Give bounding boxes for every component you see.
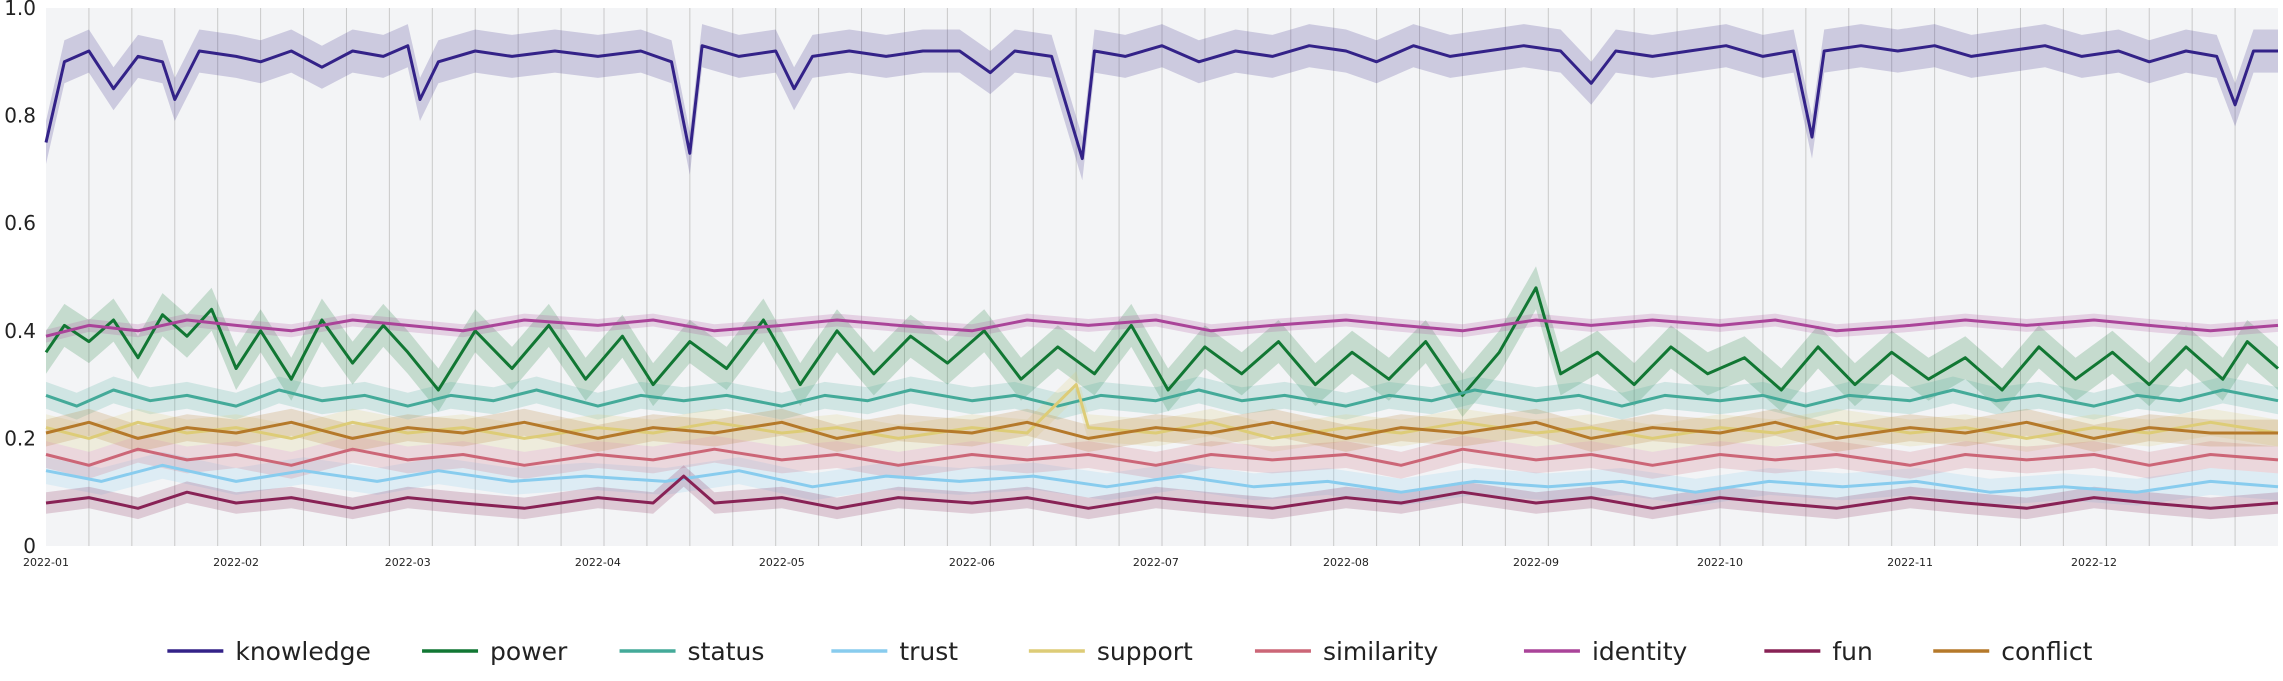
x-tick-label: 2022-04 <box>575 556 621 569</box>
legend-label: identity <box>1592 637 1688 666</box>
x-tick-label: 2022-10 <box>1697 556 1743 569</box>
legend-item-knowledge: knowledge <box>167 637 371 666</box>
legend-item-power: power <box>422 637 568 666</box>
legend-item-status: status <box>619 637 765 666</box>
x-tick-label: 2022-01 <box>23 556 69 569</box>
x-tick-label: 2022-08 <box>1323 556 1369 569</box>
legend-item-similarity: similarity <box>1254 637 1439 666</box>
band-identity <box>46 313 2278 343</box>
series-line-knowledge <box>44 44 2278 161</box>
x-tick-label: 2022-12 <box>2071 556 2117 569</box>
legend-label: conflict <box>2001 637 2092 666</box>
band-fun <box>46 465 2278 520</box>
y-tick-label: 0 <box>23 534 36 558</box>
legend-label: support <box>1097 637 1193 666</box>
legend-label: power <box>490 637 568 666</box>
x-tick-label: 2022-06 <box>949 556 995 569</box>
y-tick-label: 0.8 <box>4 104 36 128</box>
legend-item-support: support <box>1028 637 1193 666</box>
x-axis-tick-labels: 2022-01 2022-02 2022-03 2022-04 2022-05 2022-… <box>23 556 2117 569</box>
x-tick-label: 2022-02 <box>213 556 259 569</box>
legend-item-identity: identity <box>1523 637 1688 666</box>
legend-label: similarity <box>1323 637 1439 666</box>
series-line-status <box>45 388 2279 408</box>
series-line-fun <box>45 474 2279 510</box>
band-similarity <box>46 435 2278 479</box>
x-tick-label: 2022-11 <box>1887 556 1933 569</box>
legend-item-conflict: conflict <box>1933 637 2093 666</box>
legend-label: status <box>688 637 765 666</box>
legend-item-fun: fun <box>1764 637 1873 666</box>
legend: knowledge power status trust support similari… <box>167 637 2093 666</box>
x-tick-label: 2022-07 <box>1133 556 1179 569</box>
series-line-conflict <box>45 420 2278 440</box>
x-tick-label: 2022-09 <box>1513 556 1559 569</box>
y-tick-label: 0.2 <box>4 426 36 450</box>
band-knowledge <box>46 24 2278 181</box>
series-line-power <box>44 286 2279 397</box>
legend-label: knowledge <box>235 637 371 666</box>
y-tick-label: 0.6 <box>4 211 36 235</box>
x-tick-label: 2022-03 <box>385 556 431 569</box>
series-line-similarity <box>45 447 2279 467</box>
series-lines <box>44 44 2279 510</box>
series-line-identity <box>45 318 2279 338</box>
legend-label: fun <box>1832 637 1873 666</box>
x-tick-label: 2022-05 <box>759 556 805 569</box>
legend-item-trust: trust <box>831 637 958 666</box>
y-tick-label: 0.4 <box>4 319 36 343</box>
series-line-support <box>45 383 2279 440</box>
y-tick-label: 1.0 <box>4 0 36 20</box>
legend-label: trust <box>899 637 958 666</box>
band-power <box>46 266 2278 417</box>
series-line-trust <box>45 463 2279 494</box>
y-axis-tick-labels: 0 0.2 0.4 0.6 0.8 1.0 <box>4 0 36 558</box>
